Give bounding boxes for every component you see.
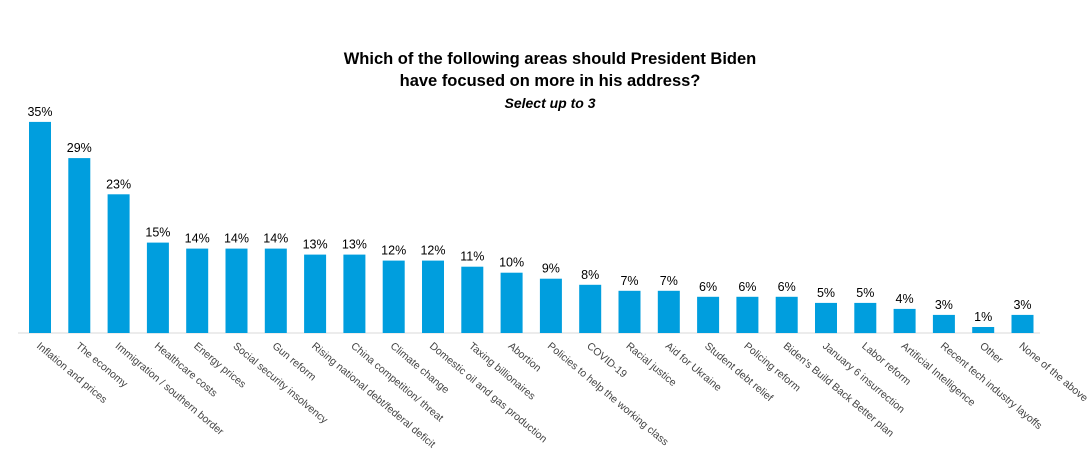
value-label: 5% [817, 286, 835, 300]
bar [539, 278, 562, 333]
value-label: 35% [27, 105, 52, 119]
value-label: 7% [620, 274, 638, 288]
category-label: Inflation and prices [34, 340, 109, 406]
value-label: 6% [699, 280, 717, 294]
category-label: Other [977, 340, 1005, 366]
value-label: 13% [342, 238, 367, 252]
bar [186, 248, 209, 333]
bar [657, 290, 680, 333]
bar [972, 327, 995, 333]
value-label: 9% [542, 262, 560, 276]
bar [264, 248, 287, 333]
value-label: 6% [778, 280, 796, 294]
bar [382, 260, 405, 333]
bar [304, 254, 327, 333]
bar [1011, 314, 1034, 333]
bar [461, 266, 484, 333]
value-label: 14% [263, 232, 288, 246]
category-label: Abortion [506, 340, 544, 374]
bar [697, 296, 720, 333]
value-label: 11% [460, 250, 484, 264]
bar [500, 272, 523, 333]
bar [343, 254, 366, 333]
value-label: 6% [738, 280, 756, 294]
chart-title-line-1: Which of the following areas should Pres… [343, 50, 757, 68]
value-label: 14% [185, 232, 210, 246]
value-label: 8% [581, 268, 599, 282]
category-label: Taxing billionaires [466, 340, 537, 402]
bar [422, 260, 444, 333]
bar [225, 248, 248, 333]
bar [775, 296, 798, 333]
value-label: 15% [145, 226, 170, 240]
value-label: 5% [856, 286, 874, 300]
bar [579, 284, 602, 333]
bar [68, 158, 91, 333]
chart-title-block: Which of the following areas should Pres… [300, 48, 800, 113]
value-label: 13% [303, 238, 328, 252]
value-label: 12% [420, 244, 445, 258]
bar [146, 242, 169, 334]
chart-title-line-2: have focused on more in his address? [399, 72, 701, 90]
bar [893, 308, 916, 333]
bar [736, 296, 759, 333]
value-label: 23% [106, 177, 131, 191]
value-label: 4% [896, 292, 914, 306]
category-label: Artificial Intelligence [899, 340, 978, 409]
bar [618, 290, 641, 333]
value-label: 3% [1013, 298, 1031, 312]
category-label: Student debt relief [702, 340, 775, 404]
category-label: None of the above [1017, 340, 1090, 404]
value-label: 3% [935, 298, 953, 312]
value-label: 1% [974, 310, 992, 324]
bar [29, 121, 51, 334]
bar [932, 314, 955, 333]
value-label: 29% [67, 141, 92, 155]
bar [107, 194, 130, 333]
value-label: 10% [499, 256, 524, 270]
value-label: 12% [381, 244, 406, 258]
bar [815, 302, 837, 334]
chart-subtitle: Select up to 3 [504, 95, 596, 111]
value-label: 14% [224, 232, 249, 246]
value-label: 7% [660, 274, 678, 288]
bar [854, 302, 877, 334]
